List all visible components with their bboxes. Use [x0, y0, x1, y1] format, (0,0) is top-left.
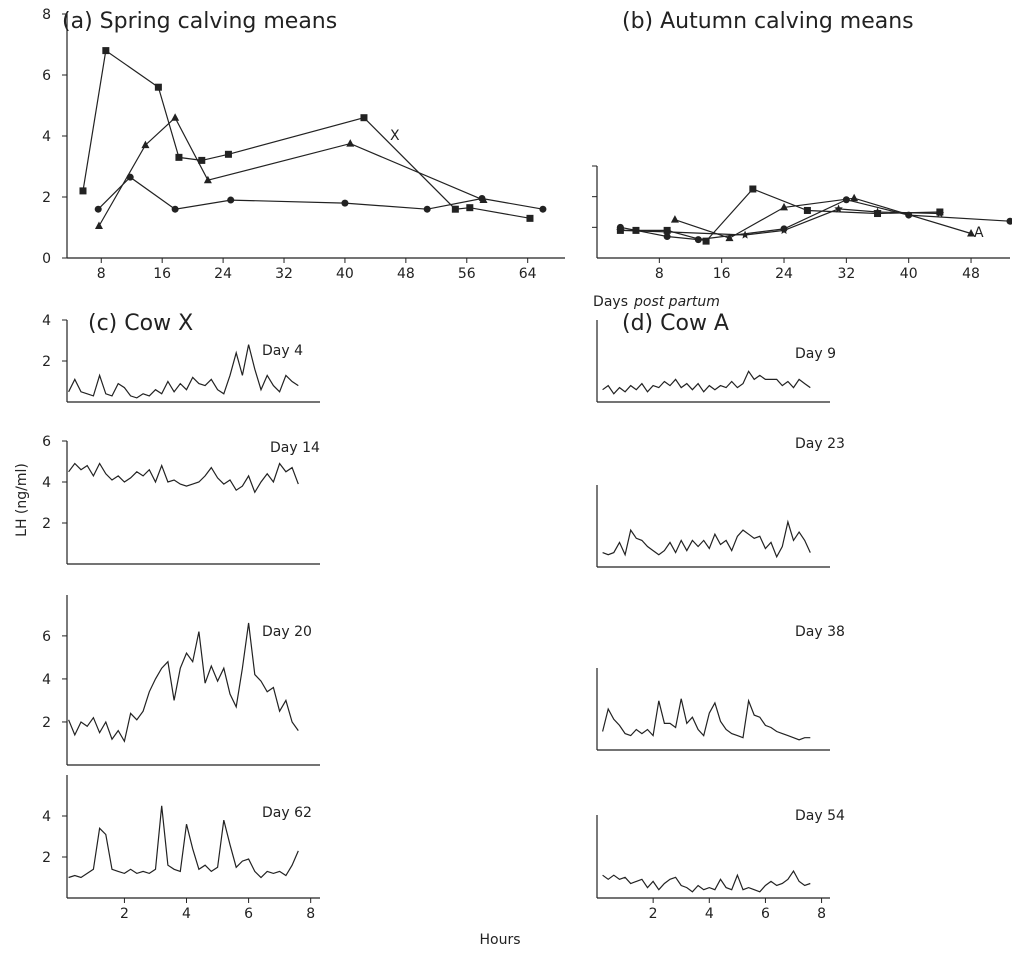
data-line	[603, 371, 811, 394]
marker	[79, 187, 86, 194]
marker	[341, 200, 348, 207]
y-tick-label: 2	[42, 190, 51, 206]
annotation: X	[390, 128, 400, 144]
x-tick-label: 40	[900, 266, 918, 282]
x-tick-label: 6	[761, 906, 770, 922]
panel-title: (b) Autumn calving means	[622, 9, 914, 34]
x-tick-label: 24	[214, 266, 232, 282]
data-line	[603, 871, 811, 892]
marker	[452, 206, 459, 213]
y-tick-label: 2	[42, 354, 51, 370]
data-line	[69, 464, 299, 493]
y-tick-label: 4	[42, 672, 51, 688]
x-tick-label: 24	[775, 266, 793, 282]
x-axis-label-italic: post partum	[633, 294, 720, 310]
marker	[175, 154, 182, 161]
x-tick-label: 56	[458, 266, 476, 282]
y-tick-label: 6	[42, 629, 51, 645]
day-label: Day 9	[795, 346, 836, 362]
marker	[225, 151, 232, 158]
marker	[127, 174, 134, 181]
marker	[703, 238, 710, 245]
marker	[95, 221, 103, 229]
panel-title: (a) Spring calving means	[62, 9, 337, 34]
y-tick-label: 6	[42, 434, 51, 450]
marker	[526, 215, 533, 222]
marker	[155, 84, 162, 91]
y-tick-label: 4	[42, 313, 51, 329]
marker	[171, 113, 179, 121]
day-label: Day 38	[795, 624, 845, 640]
x-tick-label: 16	[153, 266, 171, 282]
x-tick-label: 2	[649, 906, 658, 922]
data-line	[83, 51, 530, 219]
marker	[850, 194, 858, 202]
panel-title: (c) Cow X	[88, 311, 193, 336]
day-label: Day 54	[795, 808, 845, 824]
y-tick-label: 2	[42, 715, 51, 731]
panel-title: (d) Cow A	[622, 311, 729, 336]
x-tick-label: 32	[837, 266, 855, 282]
marker	[346, 139, 354, 147]
data-line	[98, 177, 543, 209]
day-label: Day 4	[262, 343, 303, 359]
x-tick-label: 4	[182, 906, 191, 922]
marker	[479, 195, 486, 202]
y-tick-label: 8	[42, 7, 51, 23]
data-line	[603, 522, 811, 557]
marker	[227, 197, 234, 204]
marker	[424, 206, 431, 213]
x-tick-label: 8	[306, 906, 315, 922]
y-axis-label: LH (ng/ml)	[14, 463, 30, 537]
data-line	[69, 623, 299, 741]
x-tick-label: 6	[244, 906, 253, 922]
x-tick-label: 8	[655, 266, 664, 282]
day-label: Day 23	[795, 436, 845, 452]
y-tick-label: 6	[42, 68, 51, 84]
x-axis-label: Hours	[479, 932, 520, 948]
x-tick-label: 8	[817, 906, 826, 922]
data-line	[603, 699, 811, 740]
y-tick-label: 4	[42, 129, 51, 145]
day-label: Day 20	[262, 624, 312, 640]
marker	[172, 206, 179, 213]
y-tick-label: 2	[42, 516, 51, 532]
marker	[671, 215, 679, 223]
marker	[95, 206, 102, 213]
x-tick-label: 48	[397, 266, 415, 282]
y-tick-label: 4	[42, 809, 51, 825]
marker	[749, 186, 756, 193]
marker	[1007, 218, 1012, 225]
y-tick-label: 2	[42, 850, 51, 866]
marker	[804, 207, 811, 214]
x-tick-label: 48	[962, 266, 980, 282]
x-tick-label: 4	[705, 906, 714, 922]
marker	[466, 204, 473, 211]
y-tick-label: 0	[42, 251, 51, 267]
x-tick-label: 32	[275, 266, 293, 282]
marker	[102, 47, 109, 54]
x-tick-label: 16	[713, 266, 731, 282]
marker	[664, 233, 671, 240]
x-tick-label: 8	[97, 266, 106, 282]
marker	[539, 206, 546, 213]
marker	[360, 114, 367, 121]
x-tick-label: 40	[336, 266, 354, 282]
x-tick-label: 2	[120, 906, 129, 922]
marker	[741, 231, 750, 239]
x-tick-label: 64	[519, 266, 537, 282]
day-label: Day 62	[262, 805, 312, 821]
day-label: Day 14	[270, 440, 320, 456]
y-tick-label: 4	[42, 475, 51, 491]
data-line	[675, 198, 971, 238]
annotation: A	[974, 225, 984, 241]
x-axis-label: Days	[593, 294, 628, 310]
